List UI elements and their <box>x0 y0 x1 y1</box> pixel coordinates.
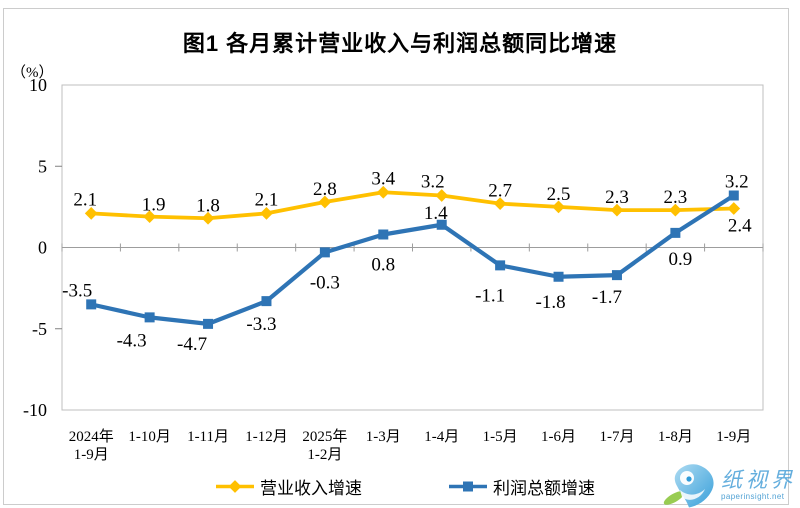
y-axis-tick-label: 5 <box>38 156 47 176</box>
data-label: -0.3 <box>310 272 340 293</box>
data-label: 2.3 <box>664 187 688 208</box>
legend-marker-revenue-icon <box>216 479 254 493</box>
data-label: 2.5 <box>547 184 571 205</box>
series-data-labels: 2.1 1.9 1.8 2.1 2.8 3.4 3.2 2.7 2.5 2.3 2.3 2.4 <box>73 168 752 236</box>
series-line <box>89 193 736 326</box>
series-revenue <box>84 185 741 225</box>
data-label: 1.9 <box>142 195 166 216</box>
x-axis-label: 1-9月 <box>74 447 109 463</box>
square-marker <box>261 296 272 307</box>
series-line <box>89 190 736 221</box>
x-axis-label: 1-2月 <box>307 447 342 463</box>
x-axis-label: 1-11月 <box>187 429 229 445</box>
chart-title: 图1 各月累计营业收入与利润总额同比增速 <box>182 31 618 56</box>
square-marker <box>144 312 155 323</box>
square-marker <box>611 270 622 281</box>
data-label: 2.1 <box>73 189 97 210</box>
data-label: 3.2 <box>725 172 749 193</box>
square-marker <box>553 271 564 282</box>
data-label: -4.7 <box>177 334 207 355</box>
x-axis-label: 1-9月 <box>716 429 751 445</box>
legend-item-revenue: 营业收入增速 <box>214 476 362 498</box>
square-marker <box>670 227 681 238</box>
data-label: -3.3 <box>246 314 276 335</box>
watermark: 纸视界 paperinsight.net <box>662 463 796 508</box>
watermark-brand: 纸视界 <box>721 468 796 492</box>
data-label: 3.4 <box>371 168 395 189</box>
y-axis-tick-label: 10 <box>29 75 47 95</box>
y-axis: 10 5 0 -5 -10 <box>23 75 62 420</box>
x-axis-label: 1-7月 <box>599 429 634 445</box>
diamond-marker <box>143 210 156 223</box>
data-label: 2.3 <box>605 187 629 208</box>
paper-insight-logo-icon <box>663 464 714 508</box>
legend-label: 营业收入增速 <box>260 478 362 498</box>
series-data-labels: -3.5 -4.3 -4.7 -3.3 -0.3 0.8 1.4 -1.1 -1.8 -1.7 0.… <box>62 172 748 355</box>
x-axis-labels: 2024年 1-9月 1-10月 1-11月 1-12月 2025年 1-2月 1-3月 1-4… <box>69 428 752 463</box>
chart-legend: 营业收入增速 利润总额增速 <box>0 476 800 498</box>
data-label: 2.1 <box>255 189 279 210</box>
data-label: 3.2 <box>421 172 445 193</box>
data-label: 0.8 <box>371 255 395 276</box>
legend-marker-profit-icon <box>449 481 487 491</box>
square-marker <box>378 229 389 240</box>
x-axis-label: 1-3月 <box>366 429 401 445</box>
diamond-marker <box>260 207 273 220</box>
diamond-marker <box>201 211 215 225</box>
diamond-marker <box>318 195 332 209</box>
data-label: -4.3 <box>117 330 147 351</box>
data-label: 2.4 <box>728 216 752 237</box>
x-axis-label: 1-5月 <box>483 429 518 445</box>
data-label: -3.5 <box>62 280 92 301</box>
diamond-marker <box>727 202 741 215</box>
square-marker <box>436 219 447 230</box>
square-marker <box>86 299 97 310</box>
diamond-marker <box>84 207 98 220</box>
watermark-site: paperinsight.net <box>721 492 785 501</box>
x-axis-label: 1-4月 <box>424 429 459 445</box>
y-axis-tick-label: 0 <box>38 238 47 258</box>
data-label: 2.8 <box>313 179 337 200</box>
data-label: -1.7 <box>592 287 622 308</box>
data-label: 2.7 <box>488 181 512 202</box>
data-label: 1.8 <box>196 195 220 216</box>
square-marker <box>728 190 739 201</box>
y-axis-tick-label: -5 <box>32 319 47 339</box>
square-marker <box>495 260 506 271</box>
x-axis-label: 2025年 <box>302 428 347 445</box>
diamond-marker <box>435 189 449 202</box>
x-axis-label: 1-6月 <box>541 429 576 445</box>
x-axis-label: 1-12月 <box>245 429 288 445</box>
data-label: -1.1 <box>475 285 505 306</box>
x-axis-label: 1-8月 <box>658 429 693 445</box>
square-marker <box>319 247 330 258</box>
series-profit <box>86 190 739 329</box>
legend-item-profit: 利润总额增速 <box>447 476 595 498</box>
data-label: 1.4 <box>424 203 448 224</box>
diamond-marker <box>493 197 507 210</box>
y-axis-tick-label: -10 <box>23 400 47 420</box>
data-label: 0.9 <box>669 249 693 270</box>
legend-label: 利润总额增速 <box>493 478 595 498</box>
data-label: -1.8 <box>536 292 566 313</box>
x-axis-label: 1-10月 <box>128 429 171 445</box>
watermark-text: 纸视界 paperinsight.net <box>721 470 796 501</box>
diamond-marker <box>376 185 390 199</box>
square-marker <box>203 318 214 329</box>
y-axis-unit-label: （%） <box>11 65 54 81</box>
x-axis-label: 2024年 <box>69 428 114 445</box>
